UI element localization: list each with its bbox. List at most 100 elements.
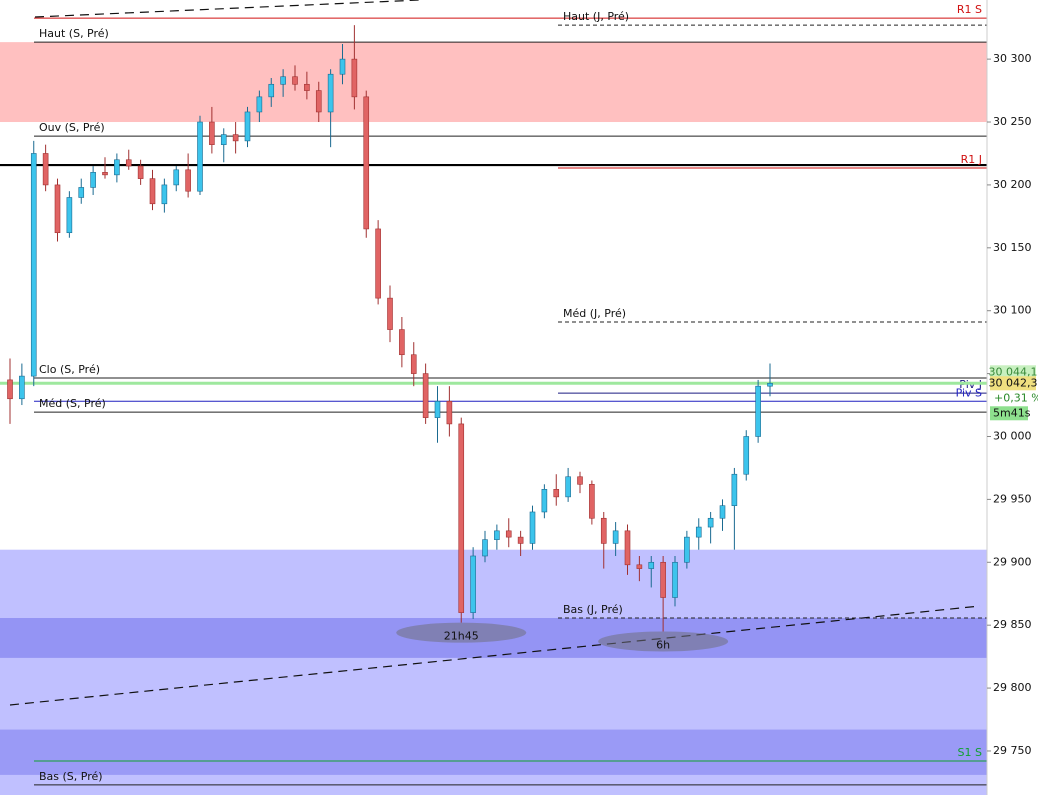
level-label: Ouv (S, Pré) — [39, 121, 105, 134]
last-price: 30 042,3 — [989, 376, 1038, 389]
level-label: Méd (J, Pré) — [563, 307, 626, 320]
candle-body — [743, 436, 750, 475]
level-label: Piv S — [956, 386, 982, 399]
y-tick-label: 30 100 — [993, 304, 1032, 317]
candle-body — [731, 473, 738, 506]
candle-body — [197, 121, 203, 192]
candle-body — [470, 555, 476, 613]
level-label: Bas (S, Pré) — [39, 770, 103, 783]
candle-body — [612, 530, 619, 544]
candle-body — [304, 83, 310, 91]
candle-body — [232, 134, 239, 142]
level-label: Haut (S, Pré) — [39, 27, 109, 40]
candle-body — [375, 228, 381, 299]
candle-body — [589, 483, 595, 519]
candle-body — [565, 476, 571, 498]
candle-body — [125, 159, 132, 167]
candle-body — [648, 561, 655, 569]
y-tick-label: 29 750 — [993, 744, 1032, 757]
candle-body — [256, 96, 263, 113]
candle-body — [719, 505, 726, 519]
annotation-ellipse — [396, 622, 527, 643]
candle-body — [209, 121, 215, 145]
candle-body — [505, 530, 512, 538]
candle-body — [161, 184, 168, 205]
annotation-label: 6h — [656, 638, 670, 651]
candle-body — [244, 111, 251, 142]
candle-body — [42, 153, 49, 186]
level-label: R1 J — [961, 153, 982, 166]
candle-body — [173, 169, 180, 186]
candle-body — [327, 73, 334, 113]
candle-body — [292, 76, 298, 85]
trend-line — [9, 605, 981, 706]
candle-body — [707, 517, 714, 528]
candle-body — [422, 373, 429, 418]
candle-body — [387, 297, 393, 330]
candle-body — [553, 489, 560, 498]
candle-body — [541, 489, 548, 513]
zone — [0, 729, 987, 775]
candle-body — [268, 83, 275, 98]
level-label: Haut (J, Pré) — [563, 10, 629, 23]
last-price-box — [990, 376, 1036, 391]
y-tick-label: 29 850 — [993, 618, 1032, 631]
y-tick-label: 29 900 — [993, 555, 1032, 568]
y-tick-label: 30 250 — [993, 115, 1032, 128]
candle-body — [78, 187, 85, 198]
candle-body — [672, 561, 678, 598]
candle-body — [7, 379, 13, 400]
candle-body — [482, 539, 488, 557]
y-tick-label: 29 950 — [993, 492, 1032, 505]
trend-line — [34, 0, 421, 18]
candle-body — [410, 354, 417, 374]
candle-body — [220, 134, 227, 145]
candle-body — [517, 536, 524, 544]
candle-body — [30, 153, 37, 377]
candle-body — [90, 172, 96, 188]
annotation-label: 21h45 — [444, 630, 479, 643]
prev-price: 30 044,1 — [989, 365, 1038, 378]
candle-body — [684, 536, 690, 563]
level-label: Méd (S, Pré) — [39, 397, 106, 410]
candle-body — [315, 90, 322, 113]
change-label: +0,31 % — [994, 391, 1038, 404]
zone — [0, 42, 987, 123]
candle-body — [434, 400, 441, 418]
y-tick-label: 29 800 — [993, 681, 1032, 694]
candle-body — [636, 564, 643, 569]
timer: 5m41s — [993, 406, 1031, 419]
candle-body — [695, 526, 702, 538]
candle-body — [102, 172, 108, 176]
y-tick-label: 30 200 — [993, 178, 1032, 191]
candle-body — [446, 400, 453, 425]
candle-body — [624, 530, 631, 566]
candle-body — [137, 165, 144, 179]
timer-box — [990, 406, 1028, 421]
y-tick-label: 30 300 — [993, 52, 1032, 65]
candle-body — [54, 184, 61, 234]
candle-body — [19, 375, 25, 400]
candle-body — [767, 382, 773, 387]
candle-body — [280, 76, 286, 85]
candle-body — [494, 530, 500, 540]
annotation-ellipse — [598, 631, 729, 652]
candle-body — [399, 329, 405, 356]
candle-body — [339, 58, 346, 75]
candle-body — [114, 159, 120, 176]
level-label: Clo (S, Pré) — [39, 363, 100, 376]
y-tick-label: 30 000 — [993, 429, 1032, 442]
candle-body — [600, 517, 607, 544]
candle-body — [66, 197, 73, 234]
candle-body — [351, 58, 358, 98]
candle-body — [577, 476, 583, 485]
level-label: R1 S — [957, 3, 982, 16]
candle-body — [755, 385, 761, 437]
candle-body — [185, 169, 191, 192]
candle-body — [458, 423, 465, 613]
candle-body — [149, 178, 156, 205]
level-label: Bas (J, Pré) — [563, 603, 623, 616]
prev-price-box — [990, 365, 1036, 380]
candle-body — [660, 561, 666, 598]
